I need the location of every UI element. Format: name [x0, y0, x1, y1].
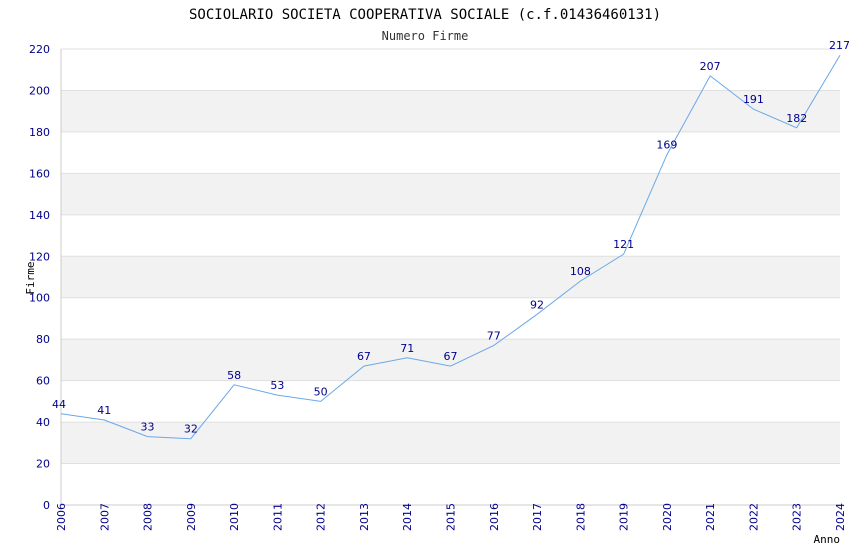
y-axis-label: Firme	[24, 261, 37, 294]
data-label: 169	[656, 139, 677, 152]
grid-band	[61, 422, 840, 464]
y-tick-label: 220	[29, 43, 50, 56]
x-tick-label: 2024	[834, 503, 847, 531]
chart-subtitle: Numero Firme	[382, 29, 469, 43]
grid-lines	[61, 48, 840, 506]
x-tick-label: 2010	[228, 503, 241, 531]
x-tick-labels: 2006 2007 2008 2009 2010 2011 2012 2013 2014 2015…	[55, 503, 847, 531]
y-tick-label: 40	[36, 416, 50, 429]
x-tick-label: 2021	[704, 503, 717, 531]
y-tick-label: 80	[36, 333, 50, 346]
y-tick-label: 160	[29, 167, 50, 180]
data-label: 58	[227, 369, 241, 382]
grid-band	[61, 339, 840, 381]
grid-band	[61, 173, 840, 215]
data-label: 33	[141, 421, 155, 434]
data-labels: 44 41 33 32 58 53 50 67 71 67 77 92 108 121 169 207 191 1…	[52, 39, 850, 435]
x-tick-label: 2020	[661, 503, 674, 531]
x-tick-label: 2023	[791, 503, 804, 531]
data-label: 67	[444, 350, 458, 363]
y-tick-label: 200	[29, 84, 50, 97]
data-label: 53	[270, 379, 284, 392]
y-tick-labels: 0 20 40 60 80 100 120 140 160 180 200 220	[29, 43, 50, 512]
data-label: 67	[357, 350, 371, 363]
y-tick-label: 0	[43, 499, 50, 512]
data-label: 92	[530, 298, 544, 311]
x-tick-label: 2013	[358, 503, 371, 531]
data-label: 44	[52, 398, 66, 411]
x-tick-label: 2018	[574, 503, 587, 531]
x-tick-label: 2007	[98, 503, 111, 531]
data-label: 108	[570, 265, 591, 278]
x-tick-label: 2008	[142, 503, 155, 531]
x-tick-label: 2015	[445, 503, 458, 531]
data-label: 50	[314, 385, 328, 398]
data-label: 182	[786, 112, 807, 125]
data-label: 71	[400, 342, 414, 355]
x-tick-label: 2011	[271, 503, 284, 531]
x-tick-label: 2014	[401, 503, 414, 531]
grid-band	[61, 256, 840, 298]
x-tick-label: 2006	[55, 503, 68, 531]
x-tick-label: 2012	[315, 503, 328, 531]
y-tick-label: 20	[36, 458, 50, 471]
x-tick-label: 2016	[488, 503, 501, 531]
data-label: 207	[700, 60, 721, 73]
data-label: 191	[743, 93, 764, 106]
data-label: 77	[487, 329, 501, 342]
x-tick-label: 2019	[618, 503, 631, 531]
grid-band	[61, 90, 840, 132]
chart-title: SOCIOLARIO SOCIETA COOPERATIVA SOCIALE (…	[189, 7, 661, 23]
x-tick-label: 2009	[185, 503, 198, 531]
x-tick-label: 2022	[747, 503, 760, 531]
data-label: 41	[97, 404, 111, 417]
grid-bands	[61, 90, 840, 464]
x-tick-label: 2017	[531, 503, 544, 531]
x-axis-label: Anno	[814, 533, 841, 546]
y-tick-label: 100	[29, 292, 50, 305]
y-tick-label: 120	[29, 250, 50, 263]
data-label: 121	[613, 238, 634, 251]
y-tick-label: 180	[29, 126, 50, 139]
series-line	[60, 54, 841, 440]
data-label: 32	[184, 423, 198, 436]
y-tick-label: 140	[29, 209, 50, 222]
y-tick-label: 60	[36, 375, 50, 388]
data-label: 217	[829, 39, 850, 52]
